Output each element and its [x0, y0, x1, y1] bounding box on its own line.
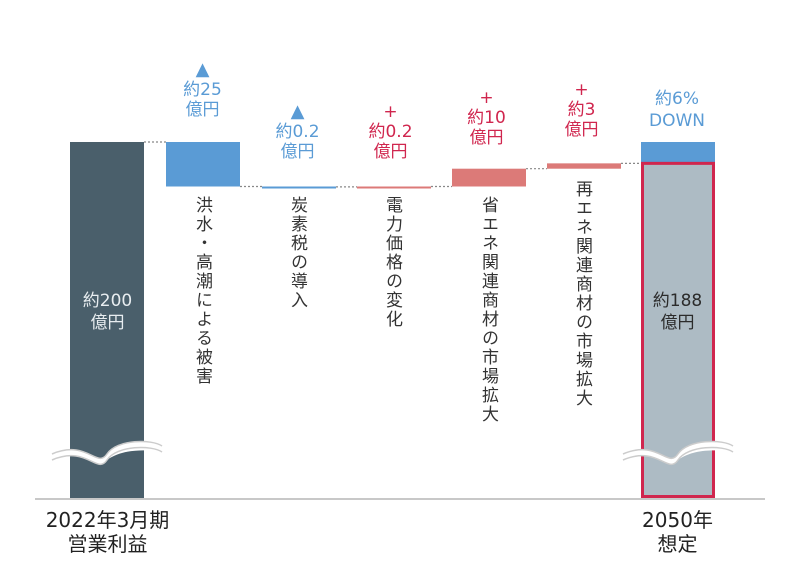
bar-renewable: [547, 163, 621, 169]
xlabel-end: 2050年 想定: [642, 508, 713, 556]
bar-carbon-tax: [262, 186, 336, 189]
plus-icon: +: [479, 88, 494, 108]
triangle-down-icon: ▲: [290, 101, 305, 122]
triangle-down-icon: ▲: [195, 59, 210, 80]
bar-end: [641, 161, 715, 499]
start-value-label: 約200 億円: [82, 291, 133, 333]
renewable-label: + 約3 億円: [539, 80, 624, 140]
plus-icon: +: [574, 80, 589, 100]
category-carbon-tax: 炭素税の導入: [287, 196, 307, 310]
bar-energy-saving: [452, 168, 526, 187]
end-change-label: 約6% DOWN: [649, 89, 705, 131]
energy-saving-label: + 約10 億円: [444, 88, 529, 148]
flood-label: ▲ 約25 億円: [160, 59, 245, 121]
category-renewable: 再エネ関連商材の市場拡大: [572, 180, 592, 408]
plus-icon: +: [383, 102, 398, 122]
carbon-tax-label: ▲ 約0.2 億円: [255, 101, 340, 163]
bar-start: [70, 142, 144, 498]
end-value-label: 約188 億円: [652, 291, 703, 333]
bar-end-decrease: [641, 142, 715, 164]
category-power-price: 電力価格の変化: [382, 196, 402, 329]
bar-power-price: [357, 186, 431, 189]
category-flood: 洪水・高潮による被害: [192, 196, 212, 386]
xlabel-start: 2022年3月期 営業利益: [45, 508, 170, 556]
axis-break-start: [51, 440, 163, 466]
power-price-label: + 約0.2 億円: [348, 102, 433, 162]
bar-flood: [166, 142, 240, 187]
category-energy-saving: 省エネ関連商材の市場拡大: [478, 196, 498, 424]
axis-break-end: [622, 440, 734, 466]
